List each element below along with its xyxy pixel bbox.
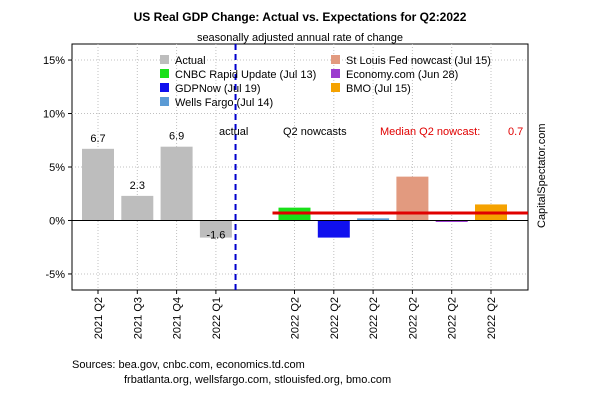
y-tick-label: 10% (43, 109, 65, 121)
legend-swatch (160, 97, 169, 106)
watermark: CapitalSpectator.com (536, 123, 548, 228)
nowcast-section-label: Q2 nowcasts (283, 126, 347, 138)
median-label: Median Q2 nowcast: (380, 126, 480, 138)
category-label: 2022 Q2 (486, 297, 498, 339)
legend-swatch (160, 55, 169, 64)
legend-swatch (331, 83, 340, 92)
bars-layer (82, 146, 507, 238)
category-labels: 2021 Q2 2021 Q3 2021 Q4 2022 Q1 2022 Q2 2022 … (93, 290, 498, 339)
legend-label: BMO (Jul 15) (346, 83, 411, 95)
source-line-2: frbatlanta.org, wellsfargo.com, stlouisf… (124, 374, 391, 386)
data-label: 2.3 (130, 180, 145, 192)
legend-label: Economy.com (Jun 28) (346, 69, 458, 81)
bar-nowcast (357, 218, 390, 221)
category-label: 2022 Q2 (407, 297, 419, 339)
category-label: 2022 Q2 (329, 297, 341, 339)
data-label: 6.9 (169, 131, 184, 143)
y-axis-ticks: 15% 10% 5% 0% -5% (43, 55, 72, 281)
category-label: 2022 Q2 (368, 297, 380, 339)
median-value: 0.7 (508, 126, 523, 138)
legend-swatch (160, 83, 169, 92)
category-label: 2022 Q2 (447, 297, 459, 339)
source-line-1: Sources: bea.gov, cnbc.com, economics.td… (72, 359, 305, 371)
legend-label: Actual (175, 55, 206, 67)
bar-actual (82, 148, 114, 221)
legend-swatch (160, 69, 169, 78)
bar-actual (121, 195, 154, 221)
bar-nowcast (317, 220, 350, 238)
legend-label: Wells Fargo (Jul 14) (175, 97, 273, 109)
category-label: 2021 Q4 (172, 297, 184, 339)
actual-section-label: actual (219, 126, 248, 138)
y-tick-label: 0% (49, 215, 65, 227)
category-label: 2022 Q2 (290, 297, 302, 339)
chart-subtitle: seasonally adjusted annual rate of chang… (197, 32, 403, 44)
y-tick-label: 5% (49, 162, 65, 174)
bar-actual (199, 220, 232, 238)
category-label: 2022 Q1 (211, 297, 223, 339)
data-label: -1.6 (206, 230, 225, 242)
category-label: 2021 Q3 (132, 297, 144, 339)
category-label: 2021 Q2 (93, 297, 105, 339)
legend-swatch (331, 69, 340, 78)
y-tick-label: 15% (43, 55, 65, 67)
legend: Actual CNBC Rapid Update (Jul 13) GDPNow (… (160, 55, 491, 109)
median-layer (72, 44, 528, 290)
data-labels: 6.7 2.3 6.9 -1.6 (90, 131, 225, 242)
bar-actual (160, 146, 193, 221)
bar-nowcast (435, 220, 468, 222)
legend-label: GDPNow (Jul 19) (175, 83, 261, 95)
legend-label: CNBC Rapid Update (Jul 13) (175, 69, 316, 81)
legend-swatch (331, 55, 340, 64)
data-label: 6.7 (90, 133, 105, 145)
y-tick-label: -5% (45, 269, 65, 281)
chart-title: US Real GDP Change: Actual vs. Expectati… (134, 10, 467, 24)
legend-label: St Louis Fed nowcast (Jul 15) (346, 55, 491, 67)
